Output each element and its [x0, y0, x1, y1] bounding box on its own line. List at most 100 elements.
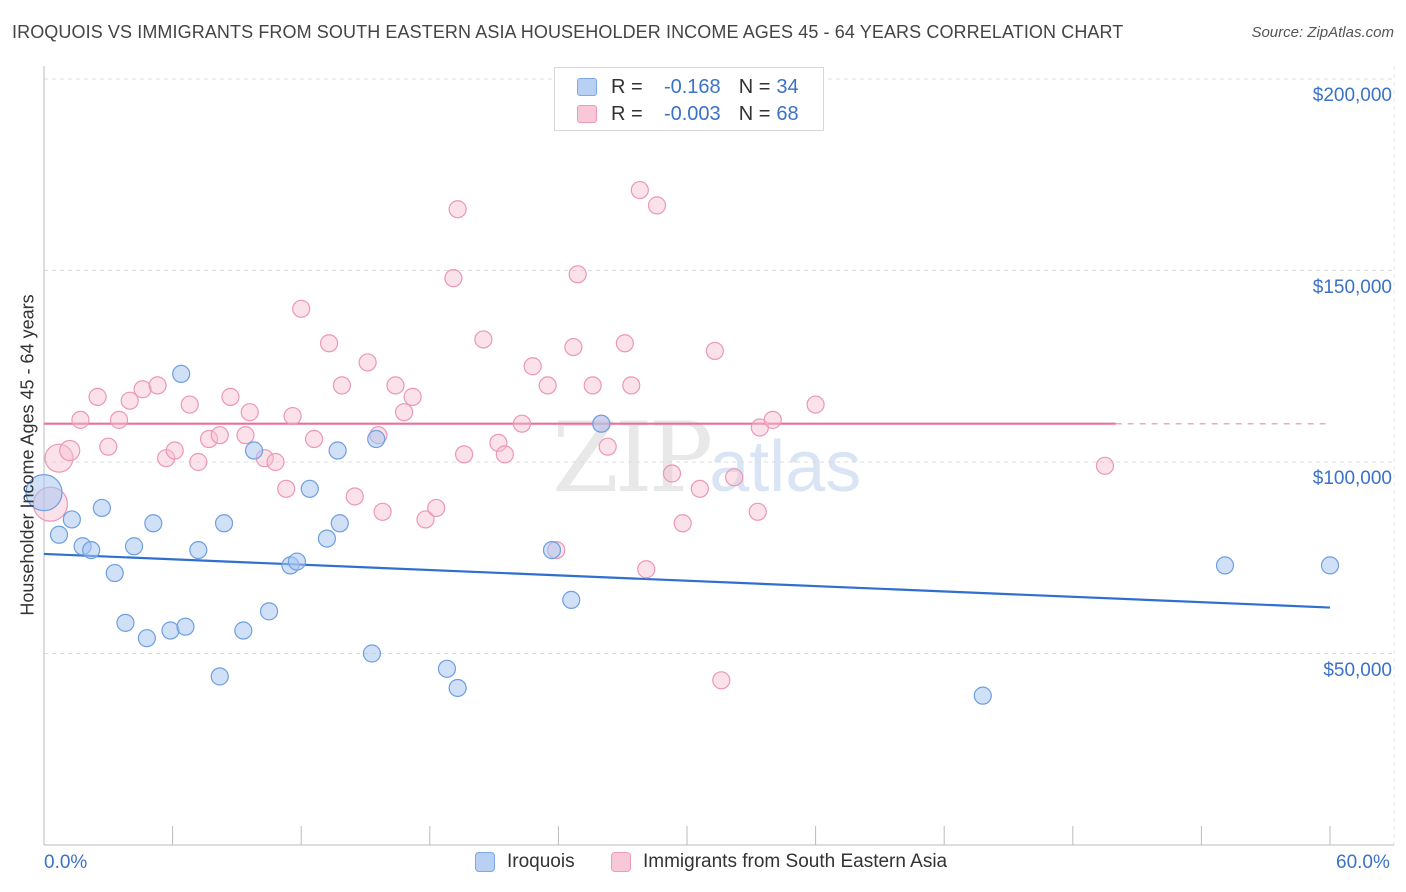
point-iroquois [92, 498, 111, 518]
legend-row-immigrants: R = -0.003 N = 68 [577, 101, 799, 127]
point-immigrants [673, 514, 692, 533]
n-label: N = [738, 75, 771, 98]
point-immigrants [199, 429, 219, 449]
y-tick-label: $100,000 [1312, 468, 1392, 489]
point-iroquois [234, 621, 253, 640]
trend-line-iroquois [43, 552, 1331, 609]
source-label: Source: ZipAtlas.com [1251, 24, 1394, 41]
point-immigrants [240, 403, 259, 422]
legend-row-iroquois: R = -0.168 N = 34 [577, 74, 799, 100]
point-iroquois [116, 613, 135, 632]
series-legend-iroquois: Iroquois [475, 851, 575, 873]
point-iroquois [161, 621, 180, 640]
trend-lines [43, 422, 1331, 609]
series-label-immigrants: Immigrants from South Eastern Asia [643, 851, 948, 872]
watermark-zip: ZIP [552, 402, 713, 514]
point-immigrants [277, 479, 296, 498]
series-swatch-iroquois [475, 852, 495, 872]
point-immigrants [319, 334, 339, 353]
point-immigrants [647, 196, 667, 215]
n-value: 34 [776, 75, 799, 98]
point-immigrants [189, 452, 208, 472]
x-tick-label-min: 0.0% [44, 852, 88, 873]
point-immigrants [221, 387, 240, 406]
point-immigrants [358, 353, 377, 372]
point-immigrants [615, 334, 634, 353]
y-tick-label: $150,000 [1312, 276, 1392, 298]
point-immigrants [266, 452, 285, 472]
point-immigrants [165, 441, 184, 460]
point-iroquois [259, 602, 279, 621]
point-immigrants [292, 299, 311, 318]
point-immigrants [210, 426, 229, 445]
point-immigrants [180, 395, 199, 414]
point-iroquois [214, 514, 234, 533]
point-immigrants [345, 487, 364, 506]
point-immigrants [712, 671, 731, 690]
point-iroquois [105, 563, 124, 583]
point-immigrants [448, 200, 467, 219]
series-swatch-immigrants [611, 852, 631, 872]
point-immigrants [120, 391, 139, 410]
y-axis-title: Householder Income Ages 45 - 64 years [17, 294, 38, 616]
watermark: ZIPatlas [552, 402, 861, 514]
point-iroquois [973, 686, 992, 705]
r-value: -0.003 [663, 102, 721, 125]
point-iroquois [437, 659, 457, 678]
point-iroquois [317, 529, 337, 548]
point-immigrants [690, 479, 709, 498]
point-immigrants [662, 464, 682, 483]
point-iroquois [176, 617, 195, 636]
r-label: R = [611, 102, 643, 125]
point-iroquois [137, 629, 156, 648]
point-iroquois [82, 540, 101, 560]
point-immigrants [304, 429, 324, 449]
chart-title: IROQUOIS VS IMMIGRANTS FROM SOUTH EASTER… [12, 22, 1124, 42]
point-immigrants [583, 376, 602, 395]
point-iroquois [62, 510, 81, 529]
point-immigrants [495, 445, 514, 464]
point-immigrants [71, 410, 90, 429]
data-points [25, 180, 1340, 705]
point-immigrants [538, 376, 557, 395]
watermark-atlas: atlas [709, 427, 862, 507]
point-immigrants [564, 338, 583, 357]
point-immigrants [236, 426, 255, 445]
series-label-iroquois: Iroquois [507, 851, 575, 872]
point-immigrants [109, 410, 129, 429]
point-iroquois [244, 441, 264, 460]
point-immigrants [88, 387, 107, 406]
point-immigrants [386, 376, 405, 395]
correlation-legend: R = -0.168 N = 34 R = -0.003 N = 68 [554, 67, 824, 131]
point-immigrants [474, 330, 493, 349]
point-iroquois [124, 537, 144, 556]
point-immigrants [705, 341, 724, 361]
point-immigrants [568, 265, 587, 284]
point-immigrants [806, 395, 825, 414]
point-iroquois [542, 540, 562, 560]
point-immigrants [373, 502, 392, 521]
point-iroquois [172, 364, 191, 384]
point-immigrants [598, 437, 617, 456]
legend-swatch-iroquois [577, 78, 597, 96]
point-immigrants [748, 502, 767, 521]
n-label: N = [738, 102, 771, 125]
point-iroquois [210, 667, 229, 686]
point-immigrants [332, 376, 352, 395]
point-immigrants [44, 443, 74, 473]
legend-swatch-immigrants [577, 105, 597, 123]
point-iroquois [330, 514, 349, 533]
point-iroquois [328, 441, 347, 460]
point-iroquois [287, 552, 307, 571]
point-immigrants [622, 376, 641, 395]
point-iroquois [562, 590, 581, 609]
x-tick-label-max: 60.0% [1336, 852, 1390, 873]
point-immigrants [59, 439, 81, 462]
point-iroquois [367, 429, 386, 449]
point-immigrants [637, 560, 656, 579]
point-iroquois [448, 678, 467, 698]
point-iroquois [592, 414, 611, 433]
point-immigrants [489, 433, 508, 452]
point-immigrants [394, 403, 414, 422]
